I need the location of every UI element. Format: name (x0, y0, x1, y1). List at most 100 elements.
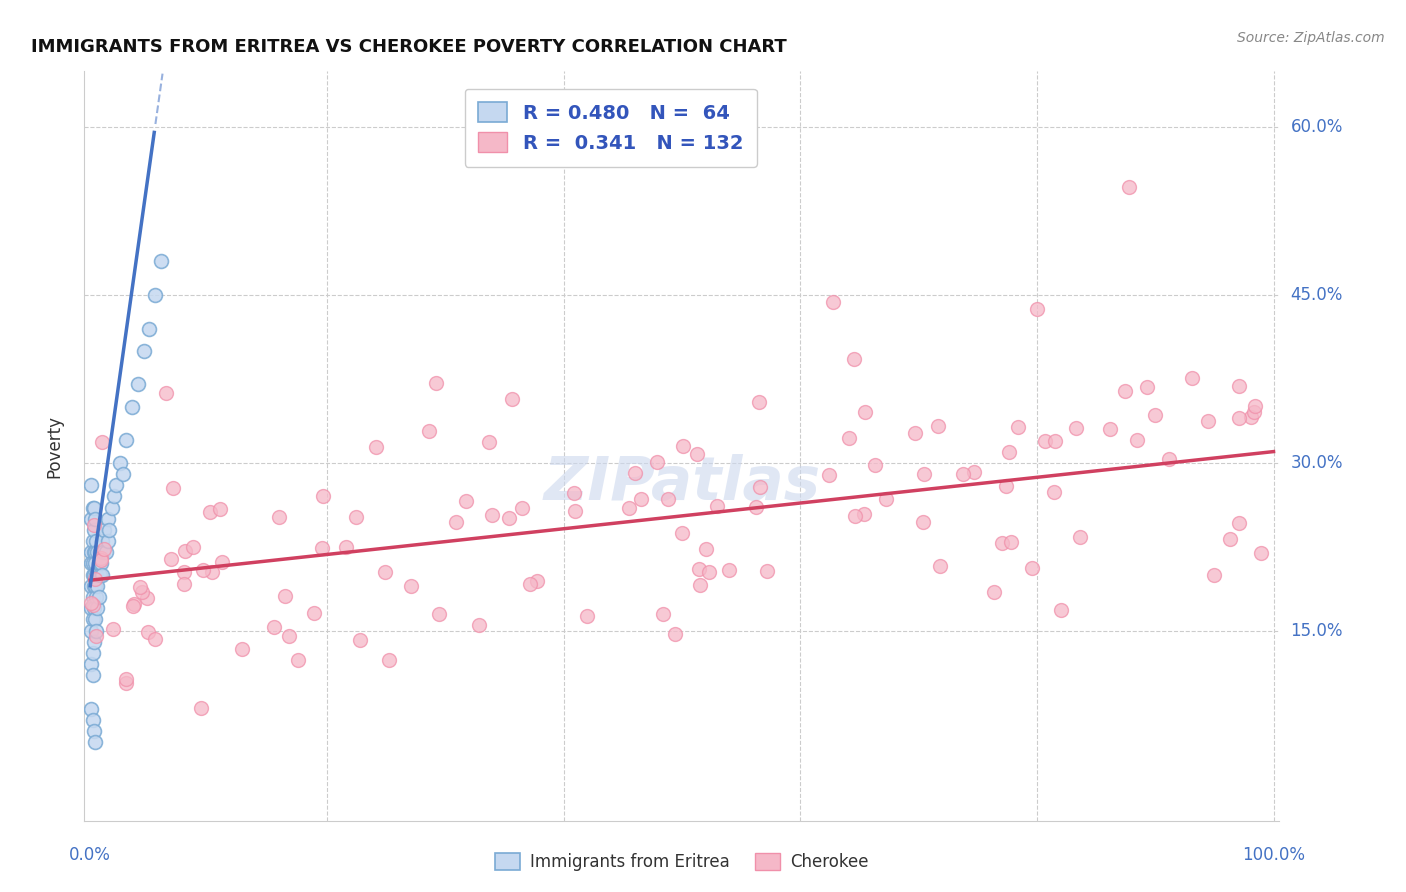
Point (991, 536, 1014, 550)
Point (664, 626, 686, 640)
Point (83, 523, 105, 537)
Point (135, 591, 157, 605)
Point (349, 633, 371, 648)
Point (1069, 530, 1091, 544)
Point (86, 545, 108, 559)
Point (173, 577, 195, 591)
Point (689, 578, 711, 592)
Point (617, 501, 640, 516)
Point (84, 511, 107, 525)
Point (97, 534, 120, 549)
Point (80, 579, 103, 593)
Point (1033, 434, 1056, 449)
Point (821, 294, 844, 309)
Point (1204, 568, 1226, 582)
Point (1136, 379, 1159, 393)
Point (1227, 411, 1250, 425)
Point (963, 465, 986, 479)
Point (83, 579, 105, 593)
Point (1049, 603, 1071, 617)
Point (287, 652, 309, 666)
Point (89, 567, 111, 582)
Point (162, 481, 184, 495)
Point (1240, 409, 1263, 424)
Text: 60.0%: 60.0% (1291, 119, 1343, 136)
Point (844, 509, 866, 524)
Point (652, 607, 675, 621)
Point (1157, 451, 1180, 466)
Point (526, 574, 548, 588)
Point (1025, 301, 1047, 316)
Point (510, 501, 533, 516)
Point (1250, 546, 1272, 560)
Point (200, 566, 222, 580)
Point (84, 534, 107, 549)
Point (100, 500, 122, 515)
Point (80, 557, 103, 571)
Point (190, 700, 212, 714)
Point (131, 584, 153, 599)
Point (478, 434, 501, 449)
Point (818, 468, 841, 483)
Point (912, 515, 935, 529)
Point (80, 596, 103, 610)
Y-axis label: Poverty: Poverty (45, 415, 63, 477)
Point (138, 321, 160, 335)
Point (87, 590, 110, 604)
Point (91, 545, 114, 559)
Point (744, 500, 766, 514)
Point (80, 624, 103, 638)
Point (1021, 561, 1043, 575)
Point (467, 617, 489, 632)
Point (1198, 414, 1220, 428)
Point (904, 426, 927, 441)
Point (174, 544, 197, 558)
Point (717, 564, 740, 578)
Text: 15.0%: 15.0% (1291, 622, 1343, 640)
Point (995, 479, 1018, 493)
Point (83, 567, 105, 582)
Point (364, 440, 387, 454)
Point (84, 624, 107, 638)
Point (121, 400, 143, 414)
Point (1114, 384, 1136, 399)
Point (103, 489, 125, 503)
Point (630, 491, 652, 506)
Point (181, 540, 204, 554)
Point (1125, 434, 1147, 448)
Point (875, 492, 897, 507)
Point (263, 620, 285, 634)
Point (83, 517, 105, 532)
Point (399, 579, 422, 593)
Point (89, 545, 111, 559)
Point (983, 585, 1005, 599)
Point (624, 467, 647, 481)
Point (82, 668, 104, 682)
Point (269, 510, 291, 524)
Point (749, 480, 772, 494)
Point (80, 478, 103, 492)
Text: 0.0%: 0.0% (69, 846, 111, 863)
Text: 45.0%: 45.0% (1291, 286, 1343, 304)
Point (128, 580, 150, 594)
Point (706, 499, 728, 513)
Point (928, 558, 950, 573)
Point (82, 612, 104, 626)
Point (699, 565, 721, 579)
Point (150, 254, 173, 268)
Point (564, 504, 586, 518)
Point (89, 550, 111, 565)
Text: 30.0%: 30.0% (1291, 454, 1343, 472)
Point (302, 606, 325, 620)
Point (695, 541, 717, 556)
Point (200, 506, 222, 520)
Point (83, 500, 105, 515)
Point (657, 491, 679, 506)
Point (645, 455, 668, 469)
Point (97, 511, 120, 525)
Point (1227, 379, 1250, 393)
Point (755, 565, 778, 579)
Point (136, 625, 159, 640)
Point (143, 288, 166, 302)
Point (498, 510, 520, 524)
